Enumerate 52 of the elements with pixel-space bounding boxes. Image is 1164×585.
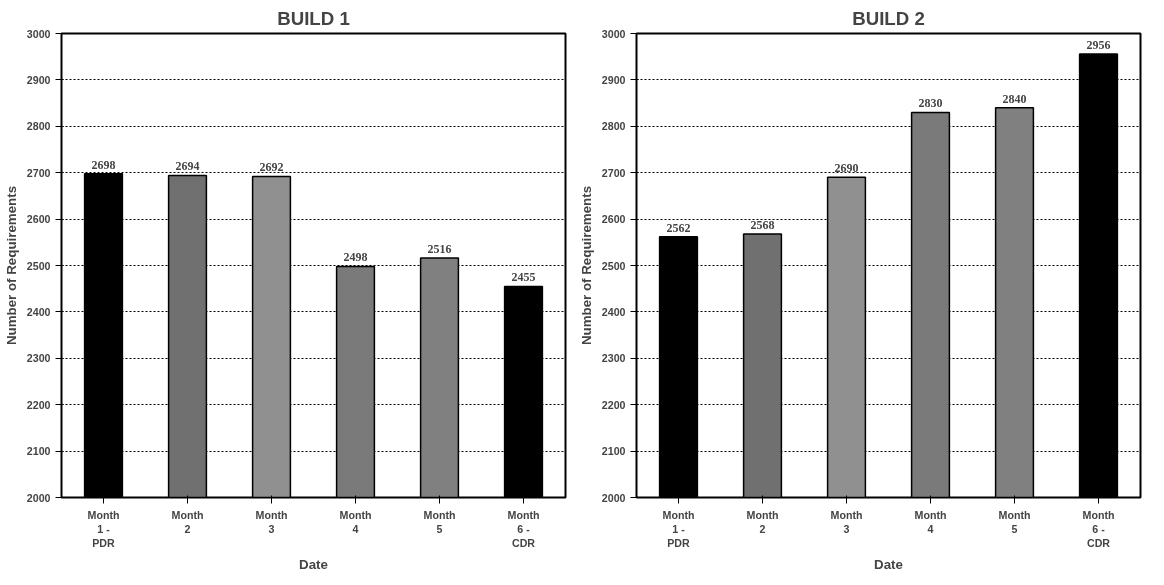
x-tick-label: Month 1 - PDR (87, 508, 120, 550)
y-tick-label: 3000 (26, 27, 51, 40)
x-tick-label: Month 2 (171, 508, 204, 535)
data-label: 2692 (259, 160, 284, 175)
y-tick-label: 2100 (601, 445, 626, 458)
x-tick-label: Month 6 - CDR (1082, 508, 1115, 550)
x-tick-label: Month 4 (914, 508, 947, 535)
y-axis-title: Number of Requirements (578, 185, 594, 346)
data-label: 2568 (750, 217, 775, 232)
data-label: 2562 (666, 220, 691, 235)
x-tick-label: Month 4 (339, 508, 372, 535)
y-tick-label: 2800 (601, 120, 626, 133)
x-tick-label: Month 1 - PDR (662, 508, 695, 550)
y-tick-label: 2100 (26, 445, 51, 458)
y-tick-label: 2300 (601, 352, 626, 365)
y-tick-label: 2200 (26, 398, 51, 411)
y-tick-label: 2300 (26, 352, 51, 365)
x-axis-title: Date (299, 557, 328, 573)
data-label: 2698 (91, 157, 116, 172)
y-axis-title: Number of Requirements (3, 185, 19, 346)
data-label: 2516 (427, 242, 452, 257)
y-tick-label: 2600 (601, 213, 626, 226)
data-label: 2694 (175, 159, 200, 174)
data-label: 2840 (1002, 91, 1027, 106)
data-label: 2690 (834, 161, 859, 176)
x-tick-label: Month 5 (998, 508, 1031, 535)
y-tick-label: 3000 (601, 27, 626, 40)
x-tick-label: Month 2 (746, 508, 779, 535)
chart-title: BUILD 1 (277, 7, 350, 29)
y-tick-label: 2400 (26, 305, 51, 318)
y-tick-label: 2700 (601, 166, 626, 179)
x-axis-title: Date (874, 557, 903, 573)
y-tick-label: 2800 (26, 120, 51, 133)
data-label: 2498 (343, 250, 368, 265)
data-label: 2830 (918, 96, 943, 111)
y-tick-label: 2700 (26, 166, 51, 179)
x-tick-label: Month 6 - CDR (507, 508, 540, 550)
x-tick-label: Month 3 (830, 508, 863, 535)
x-tick-label: Month 5 (423, 508, 456, 535)
y-tick-label: 2200 (601, 398, 626, 411)
data-label: 2455 (511, 270, 536, 285)
data-label: 2956 (1086, 37, 1111, 52)
y-tick-label: 2600 (26, 213, 51, 226)
y-tick-label: 2400 (601, 305, 626, 318)
y-tick-label: 2000 (26, 491, 51, 504)
y-tick-label: 2000 (601, 491, 626, 504)
y-tick-label: 2500 (26, 259, 51, 272)
x-tick-label: Month 3 (255, 508, 288, 535)
y-tick-label: 2900 (601, 73, 626, 86)
y-tick-label: 2900 (26, 73, 51, 86)
y-tick-label: 2500 (601, 259, 626, 272)
chart-title: BUILD 2 (852, 7, 925, 29)
